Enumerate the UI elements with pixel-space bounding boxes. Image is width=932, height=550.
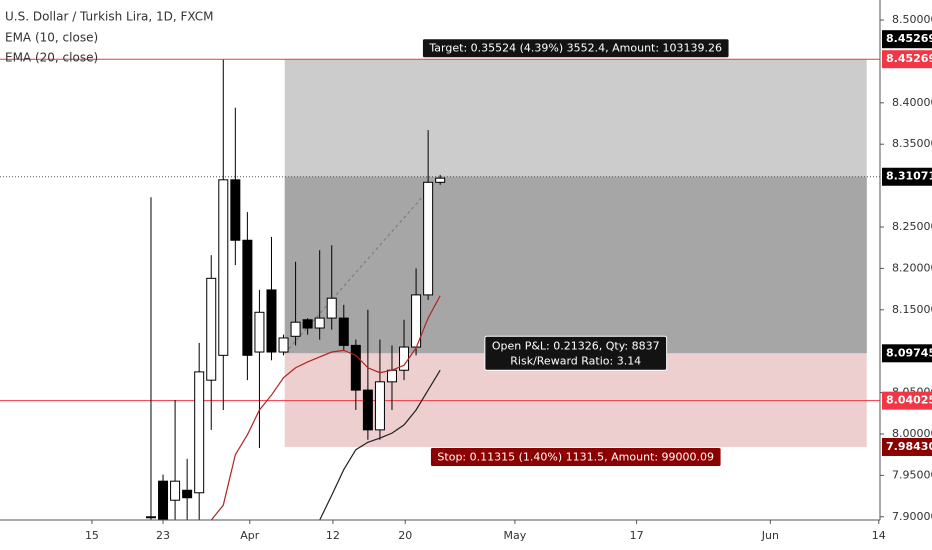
- price-label-box: [882, 50, 932, 69]
- candle-body: [314, 317, 325, 329]
- pnl-label-box: [484, 335, 668, 371]
- price-label: 8.31071: [886, 170, 932, 183]
- y-tick-label: 8.15000: [892, 303, 932, 316]
- candle-body: [206, 277, 217, 381]
- price-label-box: [882, 437, 932, 456]
- y-tick-label: 7.90000: [892, 510, 932, 523]
- profit-zone: [284, 176, 867, 354]
- pnl-label: Open P&L: 0.21326, Qty: 8837 Risk/Reward …: [484, 335, 668, 371]
- candle-body: [194, 371, 205, 494]
- x-tick-label: May: [504, 529, 527, 542]
- stop-label-text: Stop: 0.11315 (1.40%) 1131.5, Amount: 99…: [437, 450, 714, 463]
- y-tick-label: 8.35000: [892, 137, 932, 150]
- chart-title: U.S. Dollar / Turkish Lira, 1D, FXCM: [5, 10, 213, 24]
- price-label: 8.04025: [886, 394, 932, 407]
- candle-body: [242, 239, 253, 356]
- stop-label: Stop: 0.11315 (1.40%) 1131.5, Amount: 99…: [429, 446, 722, 467]
- candle-body: [386, 369, 397, 383]
- price-label-box: [882, 30, 932, 49]
- candle-body: [278, 337, 289, 353]
- candle-body: [290, 321, 301, 337]
- price-label-box: [882, 167, 932, 186]
- axes: 8.50000 8.40000 8.35000 8.25000 8.20000 8.150…: [85, 13, 932, 542]
- ema-line: [319, 369, 441, 520]
- price-label-box: [882, 391, 932, 410]
- target-label-box: [421, 38, 730, 59]
- price-label: 7.98430: [886, 440, 932, 453]
- candle-body: [423, 181, 434, 296]
- y-tick-label: 8.50000: [892, 13, 932, 26]
- legend-entry: EMA (10, close): [5, 31, 98, 45]
- candle-body: [266, 289, 277, 353]
- price-label: 8.45269: [886, 32, 932, 45]
- candle-body: [170, 480, 181, 501]
- candle-body: [350, 344, 361, 391]
- pnl-label-text: Risk/Reward Ratio: 3.14: [510, 354, 641, 367]
- candle-body: [338, 317, 349, 346]
- price-label: 8.45269: [886, 52, 932, 65]
- x-tick-label: Jun: [761, 529, 779, 542]
- candle-body: [158, 480, 169, 520]
- stop-label-box: [429, 446, 722, 467]
- y-tick-label: 8.00000: [892, 427, 932, 440]
- y-tick-label: 7.95000: [892, 468, 932, 481]
- x-tick-label: 12: [326, 529, 340, 542]
- x-tick-label: 17: [630, 529, 644, 542]
- target-label-text: Target: 0.35524 (4.39%) 3552.4, Amount: …: [428, 42, 722, 55]
- x-tick-label: 14: [872, 529, 886, 542]
- y-tick-label: 8.25000: [892, 220, 932, 233]
- candle-body: [302, 319, 313, 329]
- candle-body: [374, 381, 385, 431]
- candle-body: [362, 389, 373, 431]
- x-tick-label: Apr: [240, 529, 260, 542]
- pnl-label-text: Open P&L: 0.21326, Qty: 8837: [492, 339, 660, 352]
- price-label: 8.09745: [886, 346, 932, 359]
- candle-body: [218, 179, 229, 356]
- x-tick-label: 20: [398, 529, 412, 542]
- candle-body: [230, 179, 241, 241]
- candle-body: [435, 177, 446, 183]
- target-label: Target: 0.35524 (4.39%) 3552.4, Amount: …: [421, 38, 730, 59]
- candle-body: [182, 489, 193, 499]
- candle-body: [326, 297, 337, 319]
- x-tick-label: 23: [156, 529, 170, 542]
- y-tick-label: 8.40000: [892, 96, 932, 109]
- candle-body: [145, 516, 156, 519]
- candle-body: [254, 311, 265, 353]
- ema-line: [210, 295, 441, 520]
- price-label-box: [882, 344, 932, 363]
- x-tick-label: 15: [85, 529, 99, 542]
- y-tick-label: 8.20000: [892, 261, 932, 274]
- legend-entry: EMA (20, close): [5, 51, 98, 65]
